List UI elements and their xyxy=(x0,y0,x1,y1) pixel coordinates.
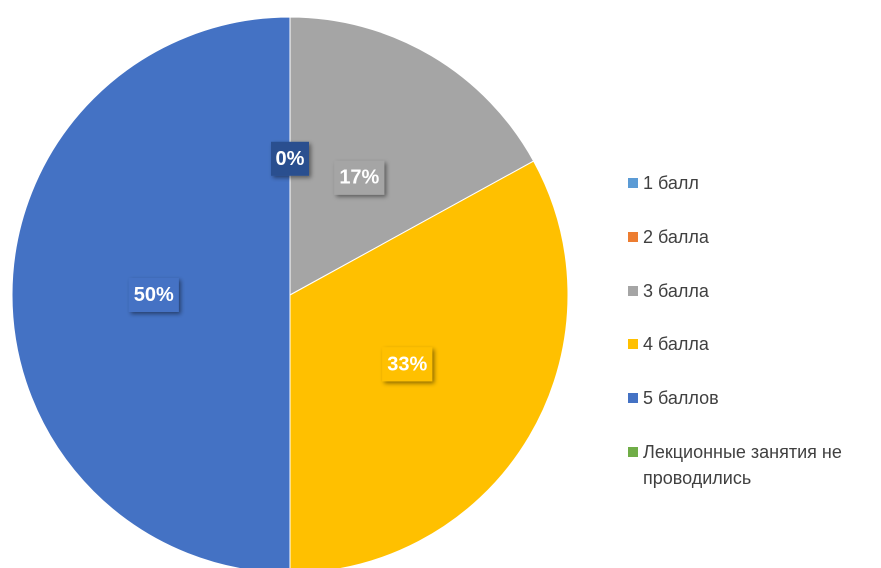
legend-swatch xyxy=(628,446,638,457)
legend-item: 5 баллов xyxy=(628,385,843,439)
data-label-text: 17% xyxy=(339,167,379,189)
data-label: 50% xyxy=(128,278,179,312)
legend-swatch xyxy=(628,178,638,188)
legend: 1 балл 2 балла 3 балла 4 балла 5 баллов Лекци… xyxy=(628,170,843,493)
legend-label: 2 балла xyxy=(643,226,709,247)
data-label: 0% xyxy=(271,141,309,176)
data-label: 17% xyxy=(334,160,385,195)
data-label-box xyxy=(128,278,179,312)
legend-label: 3 балла xyxy=(643,280,709,301)
legend-item: 1 балл xyxy=(628,170,843,224)
data-label-box xyxy=(334,160,385,195)
pie-slice xyxy=(289,16,535,296)
data-label-text: 33% xyxy=(387,353,427,375)
legend-label: 4 балла xyxy=(643,334,709,355)
legend-item: Лекционные занятия не проводились xyxy=(628,439,843,493)
data-label-text: 0% xyxy=(276,148,305,170)
legend-item: 4 балла xyxy=(628,331,843,385)
legend-swatch xyxy=(628,231,638,242)
legend-item: 3 балла xyxy=(628,278,843,332)
legend-item: 2 балла xyxy=(628,224,843,278)
legend-label: 1 балл xyxy=(643,173,699,193)
data-label-text: 50% xyxy=(134,284,174,306)
legend-swatch xyxy=(628,339,638,350)
data-label-box xyxy=(271,141,309,176)
legend-label: Лекционные занятия не проводились xyxy=(643,441,842,488)
data-label-box xyxy=(382,347,433,382)
data-label: 33% xyxy=(382,347,433,382)
legend-label: 5 баллов xyxy=(643,388,719,409)
legend-swatch xyxy=(628,393,638,404)
legend-swatch xyxy=(628,285,638,296)
